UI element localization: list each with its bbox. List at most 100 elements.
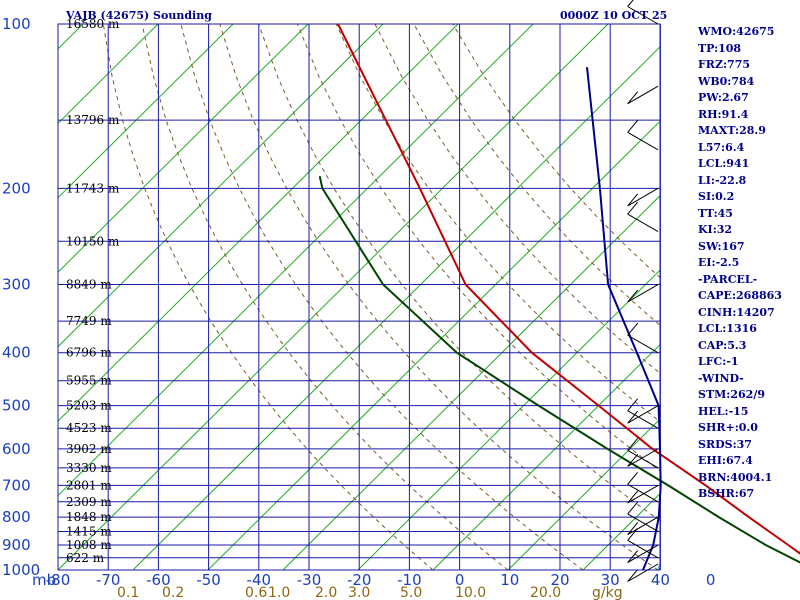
index-line: MAXT:28.9 <box>698 124 766 137</box>
index-line: STM:262/9 <box>698 388 765 401</box>
index-line: RH:91.4 <box>698 107 749 121</box>
plot-frame <box>57 23 661 571</box>
index-line: BRN:4004.1 <box>698 470 773 484</box>
height-label: 13796 m <box>66 113 120 127</box>
pressure-tick-label: 300 <box>2 276 31 294</box>
index-line: CAP:5.3 <box>698 338 747 352</box>
series-line-2 <box>586 67 662 571</box>
wind-barb <box>627 516 659 536</box>
wind-barb <box>627 438 659 469</box>
sounding-series <box>318 23 800 571</box>
height-label: 5955 m <box>66 374 112 388</box>
temperature-tick-label: 0 <box>455 571 465 589</box>
isotherm-line <box>357 269 660 570</box>
index-line: TP:108 <box>698 41 742 55</box>
index-line: -PARCEL- <box>698 272 758 286</box>
temperature-tick-label: -30 <box>297 571 322 589</box>
index-line: PW:2.67 <box>698 91 749 104</box>
index-line: LFC:-1 <box>698 355 739 368</box>
series-line-0 <box>337 23 800 555</box>
height-label: 3902 m <box>66 442 112 456</box>
wind-barb <box>627 484 659 504</box>
index-line: EI:-2.5 <box>698 256 740 269</box>
index-line: WMO:42675 <box>698 25 775 38</box>
temperature-tick-label: -10 <box>397 571 422 589</box>
mixing-ratio-tick-label: 0.1 <box>117 585 139 600</box>
height-label: 3330 m <box>66 461 112 475</box>
index-line: TT:45 <box>698 206 733 220</box>
wind-barb <box>627 187 659 207</box>
isotherm-line <box>58 24 234 199</box>
isotherm-line <box>432 343 660 570</box>
isotherm-line <box>132 46 660 570</box>
index-line: CAPE:268863 <box>698 289 782 302</box>
isotherm-lines <box>58 24 660 570</box>
index-line: LCL:941 <box>698 157 750 170</box>
height-label: 8849 m <box>66 278 112 292</box>
grid-lines <box>57 23 661 571</box>
pressure-tick-label: 600 <box>2 440 31 458</box>
mixing-ratio-tick-label: 3.0 <box>348 585 370 600</box>
wind-barb <box>627 501 659 532</box>
isotherm-line <box>282 195 660 570</box>
y-axis-label: mb <box>32 571 56 589</box>
index-line: CINH:14207 <box>698 305 775 319</box>
isotherm-line <box>207 120 660 570</box>
index-line: FRZ:775 <box>698 58 751 71</box>
index-line: LCL:1316 <box>698 322 757 335</box>
wind-barb <box>627 0 659 25</box>
height-label: 6796 m <box>66 346 112 360</box>
temperature-tick-label: 10 <box>500 571 519 589</box>
height-label: 10150 m <box>66 234 120 248</box>
temperature-tick-label: -70 <box>96 571 121 589</box>
pressure-tick-label: 700 <box>2 476 31 494</box>
wind-barb <box>627 201 659 233</box>
wind-barb <box>627 322 659 354</box>
isotherm-line <box>58 24 534 497</box>
pressure-tick-label: 500 <box>2 397 31 415</box>
mixing-ratio-tick-label: 0.2 <box>162 585 184 600</box>
wind-barb <box>627 284 659 303</box>
series-line-1 <box>318 175 800 564</box>
dry-adiabat-line <box>219 24 659 570</box>
index-line: SI:0.2 <box>698 190 735 203</box>
temperature-tick-label: -80 <box>46 571 71 589</box>
index-line: -WIND- <box>698 371 744 385</box>
index-line: SHR+:0.0 <box>698 421 758 434</box>
mixing-ratio-tick-label: 2.0 <box>315 585 337 600</box>
wind-barb <box>627 405 659 424</box>
temperature-tick-label: -20 <box>347 571 372 589</box>
wind-barb <box>627 448 659 467</box>
pressure-tick-label: 1000 <box>2 561 40 579</box>
height-label: 622 m <box>66 551 105 565</box>
pressure-tick-label: 900 <box>2 536 31 554</box>
temperature-tick-label: 0 <box>706 571 716 589</box>
temperature-tick-label: -60 <box>146 571 171 589</box>
isotherm-line <box>58 24 159 124</box>
mixing-ratio-tick-label: 1.0 <box>268 585 290 600</box>
isotherm-line <box>58 24 609 570</box>
isotherm-line <box>507 418 660 570</box>
height-label: 1415 m <box>66 525 112 539</box>
pressure-tick-label: 800 <box>2 508 31 526</box>
temperature-tick-label: 20 <box>550 571 569 589</box>
temperature-tick-label: -40 <box>247 571 272 589</box>
height-label: 2309 m <box>66 495 112 509</box>
wind-barb <box>627 544 659 563</box>
temperature-tick-label: 30 <box>601 571 620 589</box>
mixing-ratio-tick-label: 0.6 <box>245 585 267 600</box>
wind-barb <box>627 471 659 503</box>
mixing-ratio-tick-label: 5.0 <box>400 585 422 600</box>
height-label: 7749 m <box>66 314 112 328</box>
mixing-ratio-tick-label: g/kg <box>592 585 623 600</box>
height-label: 1848 m <box>66 510 112 524</box>
mixing-ratio-tick-label: 20.0 <box>530 585 561 600</box>
index-line: LI:-22.8 <box>698 173 747 187</box>
index-line: WB0:784 <box>698 74 755 88</box>
isotherm-line <box>58 24 459 422</box>
pressure-tick-label: 400 <box>2 344 31 362</box>
adiabat-lines <box>102 24 660 570</box>
index-line: BSHR:67 <box>698 487 755 500</box>
